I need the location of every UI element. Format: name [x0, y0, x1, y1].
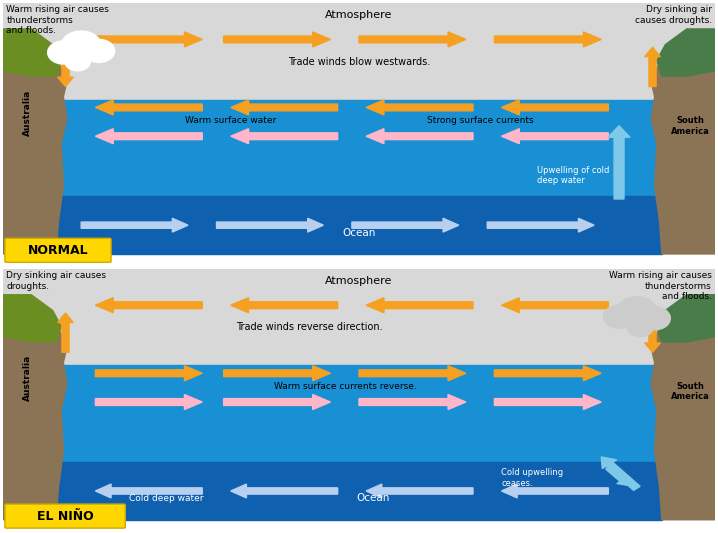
Circle shape — [65, 52, 90, 71]
FancyArrow shape — [601, 457, 640, 490]
Polygon shape — [3, 305, 67, 520]
Text: Warm surface water: Warm surface water — [185, 116, 276, 125]
FancyArrow shape — [95, 32, 202, 47]
Text: Cold upwelling
ceases.: Cold upwelling ceases. — [501, 469, 564, 488]
Text: Trade winds reverse direction.: Trade winds reverse direction. — [236, 322, 383, 333]
FancyArrow shape — [366, 129, 473, 144]
Bar — [56, 100, 662, 201]
Bar — [56, 196, 662, 254]
FancyArrow shape — [95, 484, 202, 498]
Bar — [3, 269, 715, 368]
Polygon shape — [651, 39, 715, 254]
FancyArrow shape — [217, 219, 323, 232]
Circle shape — [61, 31, 101, 60]
FancyArrow shape — [95, 129, 202, 144]
Text: South
America: South America — [671, 382, 709, 401]
Bar — [3, 3, 715, 102]
FancyArrow shape — [495, 32, 601, 47]
FancyArrow shape — [230, 298, 337, 313]
FancyArrow shape — [501, 129, 608, 144]
FancyArrow shape — [645, 313, 661, 352]
FancyArrow shape — [501, 298, 608, 313]
Polygon shape — [651, 305, 715, 520]
Text: Australia: Australia — [23, 90, 32, 135]
FancyArrow shape — [645, 47, 661, 86]
Text: Dry sinking air
causes droughts.: Dry sinking air causes droughts. — [635, 5, 712, 25]
Text: Ocean: Ocean — [342, 228, 376, 238]
Text: Atmosphere: Atmosphere — [325, 276, 393, 286]
FancyArrow shape — [57, 47, 73, 86]
FancyArrow shape — [352, 219, 459, 232]
Bar — [56, 366, 662, 467]
FancyArrow shape — [57, 313, 73, 352]
Polygon shape — [657, 295, 715, 342]
Text: Warm rising air causes
thunderstorms
and floods.: Warm rising air causes thunderstorms and… — [609, 271, 712, 301]
FancyArrow shape — [230, 129, 337, 144]
Text: Trade winds blow westwards.: Trade winds blow westwards. — [288, 56, 430, 67]
FancyArrow shape — [223, 366, 330, 381]
FancyArrow shape — [223, 32, 330, 47]
Text: Atmosphere: Atmosphere — [325, 11, 393, 20]
Polygon shape — [657, 29, 715, 76]
Circle shape — [639, 307, 671, 330]
FancyArrow shape — [495, 394, 601, 409]
Text: Ocean: Ocean — [357, 494, 390, 504]
Text: Warm rising air causes
thunderstorms
and floods.: Warm rising air causes thunderstorms and… — [6, 5, 109, 35]
FancyArrow shape — [608, 126, 630, 199]
FancyArrow shape — [223, 394, 330, 409]
Circle shape — [83, 39, 115, 62]
Text: Strong surface currents: Strong surface currents — [426, 116, 533, 125]
FancyArrow shape — [95, 298, 202, 313]
Polygon shape — [3, 39, 67, 254]
FancyArrow shape — [359, 366, 466, 381]
FancyArrow shape — [488, 219, 594, 232]
FancyArrow shape — [501, 484, 608, 498]
FancyArrow shape — [606, 466, 630, 486]
FancyArrow shape — [230, 100, 337, 115]
Text: Australia: Australia — [23, 355, 32, 401]
Polygon shape — [3, 29, 61, 76]
FancyArrow shape — [95, 366, 202, 381]
FancyArrow shape — [359, 32, 466, 47]
Text: South
America: South America — [671, 116, 709, 135]
Circle shape — [47, 41, 79, 64]
Text: NORMAL: NORMAL — [28, 244, 88, 257]
FancyArrow shape — [495, 366, 601, 381]
Bar — [56, 462, 662, 520]
Text: Upwelling of cold
deep water: Upwelling of cold deep water — [537, 166, 610, 185]
Polygon shape — [3, 295, 61, 342]
FancyArrow shape — [366, 298, 473, 313]
FancyArrow shape — [366, 484, 473, 498]
FancyArrow shape — [95, 394, 202, 409]
Text: Warm surface currents reverse.: Warm surface currents reverse. — [274, 382, 416, 391]
FancyArrow shape — [501, 100, 608, 115]
FancyArrow shape — [359, 394, 466, 409]
FancyBboxPatch shape — [5, 504, 126, 528]
FancyBboxPatch shape — [5, 238, 111, 262]
Text: EL NIÑO: EL NIÑO — [37, 510, 93, 522]
Circle shape — [603, 305, 635, 328]
Text: Cold deep water: Cold deep water — [129, 495, 204, 504]
Text: Dry sinking air causes
droughts.: Dry sinking air causes droughts. — [6, 271, 106, 290]
Circle shape — [628, 318, 653, 337]
FancyArrow shape — [95, 100, 202, 115]
FancyArrow shape — [81, 219, 188, 232]
Circle shape — [617, 297, 657, 326]
FancyArrow shape — [366, 100, 473, 115]
FancyArrow shape — [230, 484, 337, 498]
